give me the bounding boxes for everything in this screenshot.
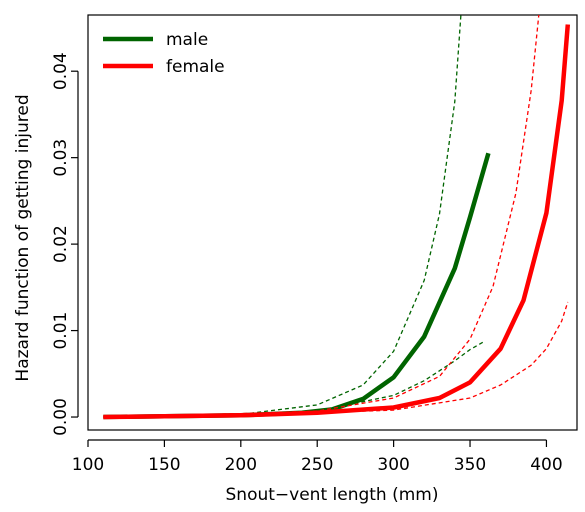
series-line-female-lower-bound <box>103 301 569 418</box>
legend-label-female: female <box>166 57 225 77</box>
series-line-female-upper-bound <box>103 15 540 418</box>
x-axis-title: Snout−vent length (mm) <box>226 485 439 505</box>
x-tick-label: 250 <box>301 455 333 475</box>
y-tick-label: 0.02 <box>51 225 71 263</box>
x-tick-label: 400 <box>530 455 562 475</box>
series-layer <box>103 15 571 420</box>
series-line-male-lower-bound <box>103 340 486 418</box>
plot-frame <box>87 14 578 431</box>
y-tick-label: 0.00 <box>51 398 71 436</box>
x-tick-label: 150 <box>148 455 180 475</box>
axes-layer: 100 150 200 250 300 350 400 0.00 0.01 0.02 0.03 0.0… <box>51 52 563 475</box>
legend: male female <box>103 30 225 77</box>
x-tick-label: 300 <box>377 455 409 475</box>
x-tick-label: 100 <box>72 455 104 475</box>
series-line-male-upper-bound <box>103 15 462 418</box>
series-line-female <box>103 24 571 420</box>
x-tick-label: 200 <box>225 455 257 475</box>
y-tick-label: 0.04 <box>51 52 71 90</box>
x-tick-label: 350 <box>454 455 486 475</box>
series-line-male <box>103 152 491 420</box>
y-tick-label: 0.03 <box>51 139 71 177</box>
y-axis-title: Hazard function of getting injured <box>13 94 33 381</box>
y-tick-label: 0.01 <box>51 312 71 350</box>
legend-label-male: male <box>166 30 208 50</box>
